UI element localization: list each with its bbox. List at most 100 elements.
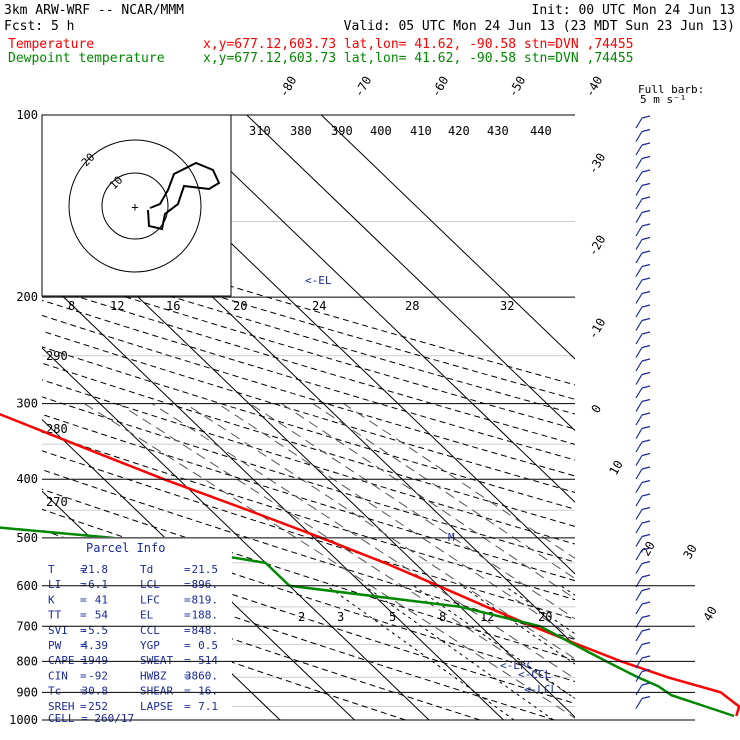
wind-barb (635, 331, 651, 345)
forecast-hour: Fcst: 5 h (4, 19, 74, 34)
parcel-info-cell: 21.5 (192, 563, 219, 576)
wind-barb (635, 655, 651, 669)
wind-barb (635, 142, 651, 156)
isotherm (320, 115, 575, 360)
wind-barb (635, 304, 651, 318)
wind-barb (635, 560, 651, 574)
isotherm-label: -50 (505, 74, 528, 100)
isotherm-label: -20 (585, 233, 608, 259)
parcel-info-equals: = (80, 700, 87, 713)
pressure-tick-label: 200 (16, 290, 38, 304)
dewpoint-legend: Dewpoint temperature (8, 51, 165, 66)
theta-label: 420 (448, 124, 470, 138)
parcel-info-equals: = (184, 685, 191, 698)
parcel-info-equals: = (184, 669, 191, 682)
parcel-info-cell: 252 (88, 700, 108, 713)
parcel-info-equals: = (80, 593, 87, 606)
isotherm-label: -80 (276, 74, 299, 100)
hodograph: 20 10 + (41, 114, 232, 297)
isotherm (171, 115, 575, 503)
wind-barbs (635, 115, 651, 709)
isotherm-label: 40 (700, 604, 719, 624)
parcel-info-rows: T 21.8 Td 21.5= =LI -6.1 LCL 896.= =K 41 LFC 819.= =… (48, 563, 218, 713)
hodograph-trace (147, 161, 221, 231)
hodograph-speed-tick: 20 (233, 299, 247, 313)
pressure-tick-label: 900 (16, 685, 38, 699)
wind-barb (635, 128, 651, 142)
parcel-info-cell: LCL (140, 578, 160, 591)
parcel-info-equals: = (184, 563, 191, 576)
barb-legend-unit: 5 m s⁻¹ (640, 93, 686, 106)
parcel-info-equals: = (80, 669, 87, 682)
parcel-info-cell: CAPE (48, 654, 75, 667)
dry-adiabat (42, 450, 575, 620)
hodograph-ring-outer (68, 139, 202, 273)
isotherm-label: -70 (351, 74, 374, 100)
parcel-info-panel: Parcel Info T 21.8 Td 21.5= =LI -6.1 LCL 896.= =… (42, 537, 232, 730)
theta-label: 390 (331, 124, 353, 138)
parcel-info-cell: LFC (140, 593, 160, 606)
hodograph-speed-tick: 32 (500, 299, 514, 313)
parcel-info-cell: 188. (192, 609, 219, 622)
wind-barb (635, 479, 651, 493)
pressure-tick-label: 1000 (9, 713, 38, 727)
wind-barb (635, 169, 651, 183)
isotherm (42, 275, 504, 720)
isotherm-label: -10 (585, 316, 608, 342)
wind-barb (635, 223, 651, 237)
parcel-info-equals: = (80, 624, 87, 637)
parcel-info-cell: SWEAT (140, 654, 173, 667)
parcel-info-cell: 30.8 (82, 685, 109, 698)
dry-adiabat (42, 299, 575, 461)
init-time: Init: 00 UTC Mon 24 Jun 13 (532, 3, 736, 18)
parcel-info-cell: 16. (198, 685, 218, 698)
parcel-info-cell: 21.8 (82, 563, 109, 576)
parcel-info-equals: = (80, 654, 87, 667)
hodograph-speed-tick: 28 (405, 299, 419, 313)
isotherm-label: -40 (582, 74, 605, 100)
parcel-info-cell: T (48, 563, 55, 576)
theta-label: 310 (249, 124, 271, 138)
parcel-info-cell: 7.1 (198, 700, 218, 713)
theta-label: 440 (530, 124, 552, 138)
wind-barb (635, 250, 651, 264)
parcel-info-equals: = (80, 563, 87, 576)
hodograph-center-icon: + (131, 200, 138, 214)
dry-adiabat (42, 595, 406, 720)
mixing-ratio-label: 20 (538, 610, 552, 624)
parcel-info-cell: HWBZ (140, 669, 167, 682)
wind-barb (635, 412, 651, 426)
wind-barb (635, 547, 651, 561)
pressure-tick-label: 400 (16, 472, 38, 486)
parcel-info-equals: = (80, 685, 87, 698)
wind-barb (635, 533, 651, 547)
parcel-info-cell: PW (48, 639, 62, 652)
wind-barb (635, 682, 651, 696)
wind-barb (635, 371, 651, 385)
hodograph-ring-inner (101, 172, 169, 240)
wind-barb (635, 209, 651, 223)
mixing-ratio-line (326, 585, 515, 720)
mixing-ratio-line (461, 585, 575, 665)
parcel-info-equals: = (80, 639, 87, 652)
pressure-tick-label: 700 (16, 619, 38, 633)
parcel-info-cell: 896. (192, 578, 219, 591)
parcel-info-cell: K (48, 593, 55, 606)
parcel-info-cell: 848. (192, 624, 219, 637)
parcel-info-cell: -5.5 (82, 624, 109, 637)
wind-barb (635, 277, 651, 291)
mixing-ratio-line (504, 585, 575, 635)
wind-barb (635, 236, 651, 250)
parcel-info-title: Parcel Info (86, 541, 165, 555)
wind-barb (635, 628, 651, 642)
parcel-info-cell: YGP (140, 639, 160, 652)
wind-barb (635, 493, 651, 507)
model-title: 3km ARW-WRF -- NCAR/MMM (4, 3, 184, 18)
parcel-info-cell: -6.1 (82, 578, 109, 591)
dry-adiabat (42, 228, 575, 386)
parcel-info-equals: = (184, 593, 191, 606)
wind-barb (635, 587, 651, 601)
moist-adiabat (84, 403, 575, 719)
wind-barb (635, 601, 651, 615)
